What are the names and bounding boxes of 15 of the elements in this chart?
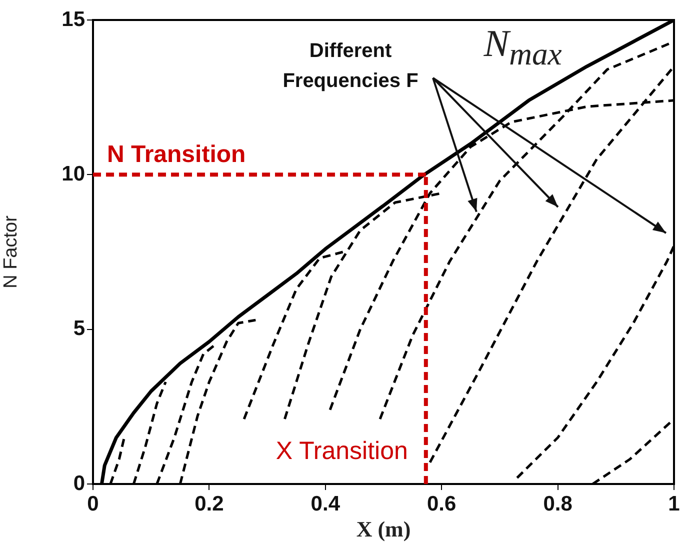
ref-line-label: N Transition xyxy=(107,140,246,169)
annotation: Different Frequencies F xyxy=(282,39,420,94)
series-label: N$_{max}$ xyxy=(484,22,562,72)
y-tick-label: 10 xyxy=(62,162,85,186)
y-axis-title: N Factor xyxy=(0,214,22,288)
x-tick-label: 0.8 xyxy=(543,492,573,516)
x-tick-label: 0.6 xyxy=(427,492,456,516)
y-tick-label: 0 xyxy=(73,472,85,495)
x-tick-label: 1 xyxy=(668,492,680,516)
ref-line-label: X Transition xyxy=(276,437,408,466)
x-tick-label: 0.4 xyxy=(310,492,340,516)
y-tick-label: 15 xyxy=(62,8,86,31)
x-tick-label: 0.2 xyxy=(194,492,224,516)
y-tick-label: 5 xyxy=(73,317,86,340)
x-axis-title: X (m) xyxy=(356,516,411,542)
